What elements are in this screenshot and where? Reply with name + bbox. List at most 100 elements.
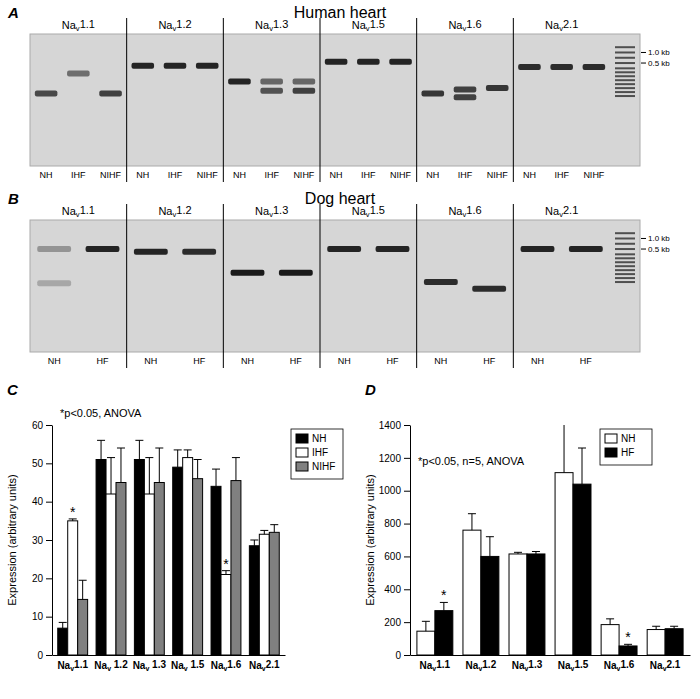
- gel-band: [99, 90, 122, 96]
- text-part: Na: [171, 660, 184, 671]
- error-bar-cap: [250, 540, 258, 541]
- gel-band: [279, 270, 313, 276]
- y-tick-label: 60: [32, 420, 44, 431]
- legend-swatch: [296, 434, 308, 443]
- y-axis-line: [410, 426, 411, 656]
- x-tick-label: Nav1.6: [211, 659, 242, 672]
- ladder-band: [615, 243, 635, 245]
- lane-label: HF: [290, 356, 302, 366]
- significance-star: *: [223, 556, 229, 572]
- lane-label: NH: [144, 356, 157, 366]
- lane-label: NH: [40, 170, 53, 180]
- lane-label: NIHF: [487, 170, 508, 180]
- error-bar-cap: [532, 551, 540, 552]
- x-tick: Nav2.1: [650, 655, 681, 672]
- bar: [269, 532, 279, 655]
- text-part: 1.2: [482, 659, 496, 670]
- ladder-band: [615, 57, 635, 59]
- gel-band: [293, 79, 316, 85]
- marker-label: 0.5 kb: [648, 245, 670, 254]
- lane-label: NIHF: [583, 170, 604, 180]
- legend-frame: [600, 429, 652, 465]
- lane-label: HF: [97, 356, 109, 366]
- error-bar-stem: [177, 450, 178, 467]
- x-tick-label: Nav1.1: [420, 659, 451, 672]
- text-part: 1.1: [436, 659, 450, 670]
- gel-separator: [126, 18, 127, 182]
- error-bar: [117, 448, 125, 483]
- error-bar: [174, 450, 182, 467]
- y-tick-mark: [46, 540, 52, 541]
- error-bar: [578, 448, 586, 484]
- error-bar: [652, 626, 660, 629]
- bar: [619, 646, 637, 655]
- gel-band: [37, 246, 71, 252]
- y-tick: 200: [384, 617, 410, 628]
- gel-band: [132, 63, 155, 69]
- x-tick-label: Nav 1.5: [171, 659, 205, 672]
- error-bar-stem: [159, 448, 160, 483]
- y-tick-label: 40: [32, 496, 44, 507]
- legend-label: NH: [621, 433, 635, 444]
- error-bar-stem: [216, 469, 217, 486]
- gel-separator: [320, 204, 321, 368]
- gel-separator: [513, 18, 514, 182]
- gel-band: [454, 94, 477, 100]
- error-bar-cap: [184, 449, 192, 450]
- ladder-band: [615, 281, 635, 283]
- bar: [601, 625, 619, 655]
- error-bar: [212, 469, 220, 486]
- error-bar: [59, 622, 67, 628]
- legend-frame: [291, 429, 343, 479]
- marker-label: 0.5 kb: [648, 59, 670, 68]
- gene-label: Nav1.1: [62, 204, 95, 219]
- lane-label: NIHF: [390, 170, 411, 180]
- lane-label: IHF: [554, 170, 569, 180]
- bar-chart: D 0200400600800100012001400 Nav1.1 Nav1.2 Na…: [364, 381, 691, 672]
- marker-tick: [641, 238, 646, 239]
- plot-marks: [417, 425, 683, 655]
- legend: NHIHFNIHF: [291, 429, 343, 479]
- error-bar-stem: [197, 460, 198, 479]
- gel-band: [293, 88, 316, 94]
- error-bar-stem: [264, 530, 265, 534]
- x-tick: Nav1.2: [466, 655, 497, 672]
- gel-band: [521, 246, 555, 252]
- text-part: Na: [448, 205, 463, 217]
- gene-label: Nav2.1: [545, 18, 578, 33]
- y-tick-mark: [404, 425, 410, 426]
- text-part: Na: [545, 205, 560, 217]
- annotation: *p<0.05, ANOVA: [60, 407, 142, 419]
- gene-label: Nav1.5: [352, 18, 385, 33]
- text-part: Na: [558, 660, 571, 671]
- legend-label: HF: [621, 447, 634, 458]
- y-tick: 50: [32, 458, 52, 469]
- text-part: 1.1: [74, 659, 88, 670]
- text-part: 2.1: [266, 659, 280, 670]
- error-bar-cap: [194, 459, 202, 460]
- text-part: Na: [62, 205, 77, 217]
- bar: [78, 599, 88, 655]
- y-tick: 600: [384, 551, 410, 562]
- error-bar-cap: [652, 626, 660, 627]
- ladder-band: [615, 253, 635, 255]
- gel-band: [35, 90, 58, 96]
- bar: [116, 483, 126, 656]
- bar: [481, 556, 499, 655]
- ladder-band: [615, 75, 635, 77]
- error-bar-cap: [260, 530, 268, 531]
- error-bar: [184, 450, 192, 458]
- panel-letter: D: [365, 381, 376, 398]
- x-tick: Nav 1.2: [94, 655, 128, 672]
- text-part: Na: [158, 205, 173, 217]
- y-tick-label: 10: [32, 611, 44, 622]
- legend-label: NH: [312, 433, 326, 444]
- text-part: Na: [133, 660, 146, 671]
- text-part: Na: [211, 660, 224, 671]
- y-tick: 0: [37, 650, 52, 661]
- lane-label: NIHF: [293, 170, 314, 180]
- gel-band: [228, 79, 251, 85]
- error-bar-cap: [514, 552, 522, 553]
- y-axis: 0200400600800100012001400: [379, 420, 411, 661]
- gel-band: [454, 86, 477, 92]
